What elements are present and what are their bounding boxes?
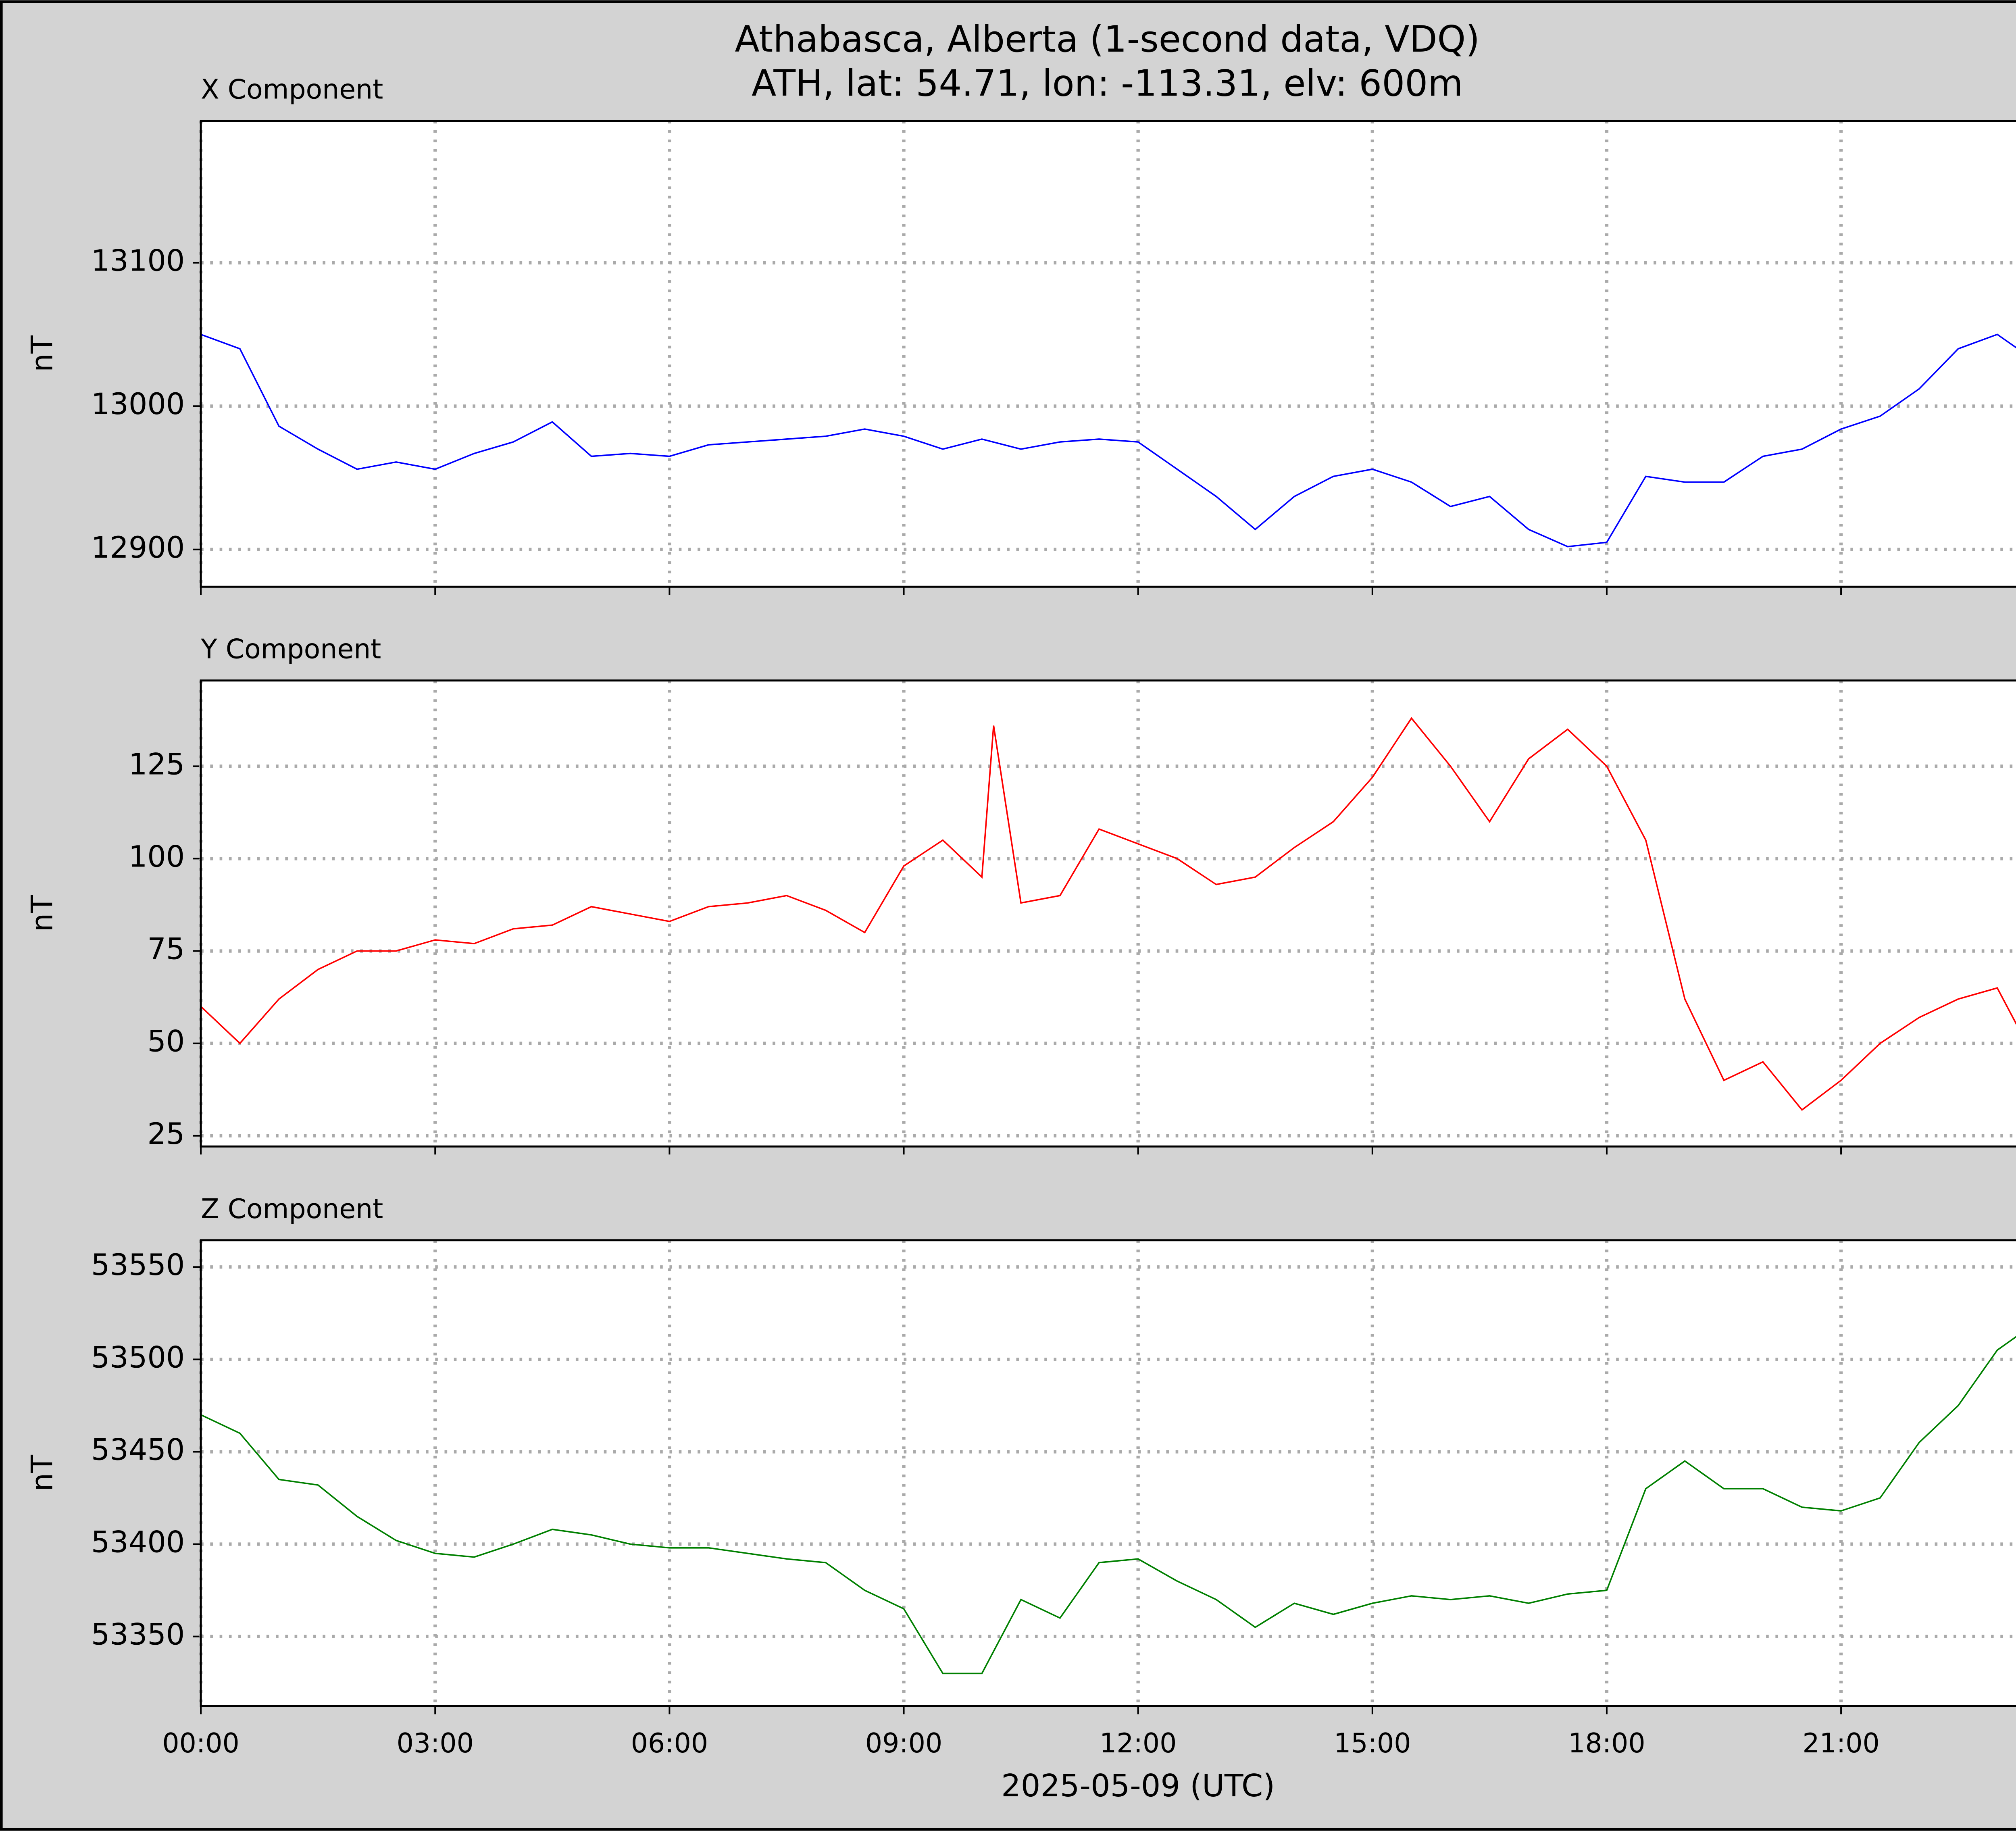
plot-frame <box>200 120 2016 588</box>
y-tick-label: 53450 <box>91 1433 185 1467</box>
x-tick-label: 09:00 <box>865 1727 942 1759</box>
plot-area <box>201 121 2016 587</box>
x-tick-label: 15:00 <box>1334 1727 1411 1759</box>
y-tick-label: 50 <box>147 1025 185 1059</box>
y-tick-label: 25 <box>147 1117 185 1151</box>
data-line <box>200 1336 2016 1675</box>
x-axis-label: 2025-05-09 (UTC) <box>1001 1768 1275 1804</box>
x-tick-label: 21:00 <box>1802 1727 1879 1759</box>
y-axis-label: nT <box>25 335 60 372</box>
y-tick-label: 13000 <box>91 387 185 421</box>
y-tick-label: 53400 <box>91 1525 185 1560</box>
y-tick-label: 100 <box>129 839 185 874</box>
x-tick-label: 03:00 <box>397 1727 474 1759</box>
y-tick-label: 12900 <box>91 531 185 565</box>
y-tick-label: 53350 <box>91 1618 185 1652</box>
y-tick-label: 125 <box>129 747 185 781</box>
x-tick-label: 00:00 <box>162 1727 239 1759</box>
data-line <box>200 717 2016 1111</box>
data-line <box>200 333 2016 548</box>
chart-title: Athabasca, Alberta (1-second data, VDQ) <box>735 19 1480 60</box>
y-axis-label: nT <box>25 895 60 932</box>
chart-subtitle: ATH, lat: 54.71, lon: -113.31, elv: 600m <box>752 63 1463 105</box>
y-tick-label: 13100 <box>91 244 185 278</box>
plot-area <box>201 1240 2016 1706</box>
panel-title: Z Component <box>201 1193 383 1225</box>
panel-title: X Component <box>201 74 383 105</box>
panel-title: Y Component <box>200 633 381 665</box>
plot-frame <box>200 1239 2016 1707</box>
x-tick-label: 12:00 <box>1100 1727 1177 1759</box>
y-axis-label: nT <box>25 1455 60 1491</box>
y-tick-label: 75 <box>147 932 185 967</box>
x-tick-label: 18:00 <box>1568 1727 1645 1759</box>
plot-area <box>201 680 2016 1147</box>
y-tick-label: 53550 <box>91 1248 185 1282</box>
y-tick-label: 53500 <box>91 1340 185 1375</box>
x-tick-label: 06:00 <box>631 1727 708 1759</box>
plot-frame <box>200 679 2016 1148</box>
